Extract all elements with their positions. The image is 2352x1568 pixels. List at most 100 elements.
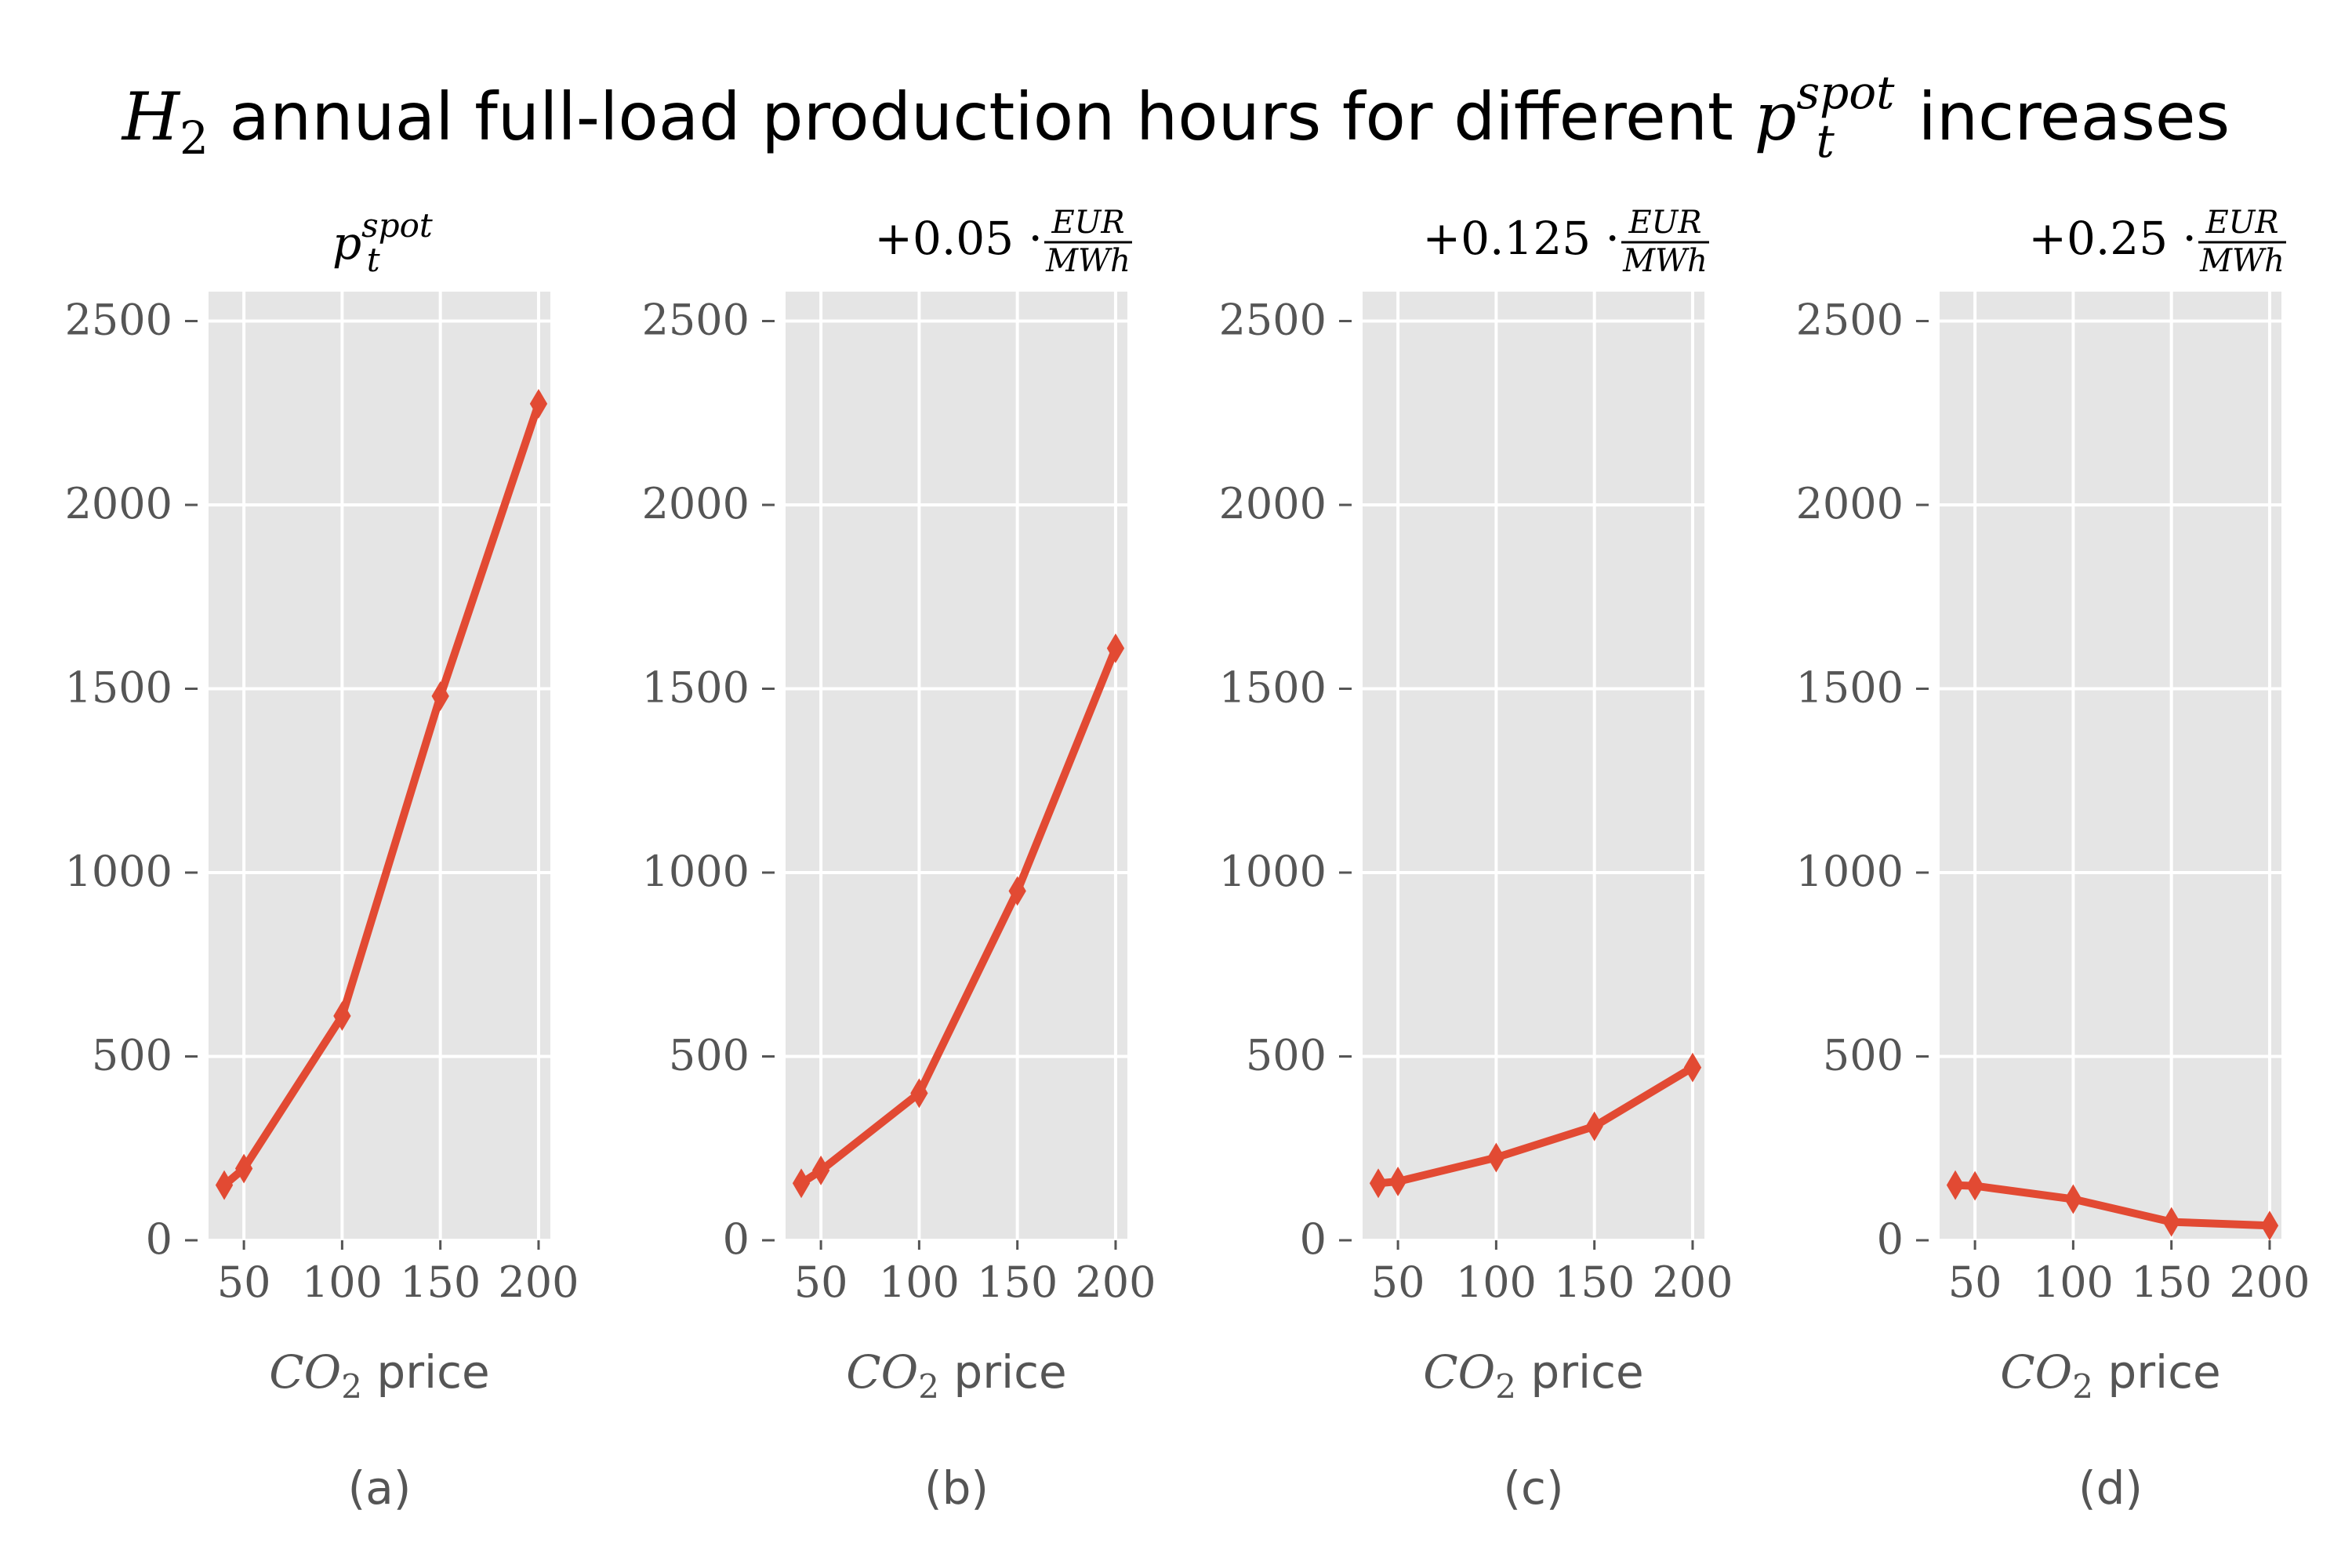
panel-title-sup: spot [361, 206, 433, 245]
panel-title-denominator: MWh [1045, 243, 1131, 279]
panel-title-denominator: MWh [2199, 243, 2285, 279]
panel-title-var: p [332, 216, 361, 270]
panel-title: pspot t [332, 206, 433, 279]
x-tick-label: 200 [1075, 1258, 1156, 1307]
data-point [1388, 1166, 1407, 1196]
y-tick-label: 2000 [642, 479, 750, 528]
data-point [1369, 1168, 1388, 1199]
x-axis-label-sub: 2 [2072, 1367, 2093, 1406]
data-point [792, 1168, 811, 1199]
y-tick-label: 1000 [1796, 847, 1904, 896]
y-tick-label: 2000 [1796, 479, 1904, 528]
y-tick-label: 500 [92, 1031, 172, 1080]
title-p-sup: spot [1796, 66, 1895, 119]
title-h-sub: 2 [180, 111, 209, 165]
x-axis-label-text: price [362, 1345, 490, 1399]
x-tick-label: 50 [794, 1258, 848, 1307]
data-point [1008, 876, 1026, 906]
y-tick-label: 500 [1823, 1031, 1904, 1080]
title-suffix-text: increases [1897, 78, 2230, 155]
panel-title-numerator: EUR [1628, 205, 1701, 241]
x-axis-label-sub: 2 [1495, 1367, 1516, 1406]
y-tick-label: 1000 [65, 847, 172, 896]
data-point [2064, 1184, 2082, 1214]
plot-area [1940, 292, 2281, 1240]
x-axis-label-text: price [939, 1345, 1067, 1399]
panel-title-denominator: MWh [1622, 243, 1708, 279]
panel-title-numerator: EUR [1051, 205, 1124, 241]
data-point [1106, 633, 1125, 663]
y-tick-label: 500 [669, 1031, 750, 1080]
panel-title-numerator: EUR [2205, 205, 2278, 241]
x-axis-label: CO2 price [269, 1345, 489, 1406]
panel-label: (b) [924, 1461, 989, 1515]
data-point [431, 681, 449, 711]
x-axis-label-var: CO [269, 1345, 341, 1399]
panel-label: (a) [348, 1461, 412, 1515]
y-tick-label: 2000 [1219, 479, 1327, 528]
y-tick-label: 0 [1877, 1214, 1904, 1264]
data-point [234, 1153, 253, 1184]
data-point [2260, 1210, 2279, 1241]
title-p-var: p [1755, 78, 1797, 155]
y-tick-label: 0 [1300, 1214, 1327, 1264]
x-axis-label: CO2 price [846, 1345, 1066, 1406]
data-point [529, 389, 548, 419]
x-tick-label: 100 [1456, 1258, 1537, 1307]
x-tick-label: 50 [217, 1258, 271, 1307]
data-point [1487, 1142, 1505, 1173]
y-tick-label: 500 [1246, 1031, 1327, 1080]
y-tick-label: 1000 [642, 847, 750, 896]
x-tick-label: 50 [1371, 1258, 1425, 1307]
x-tick-label: 150 [2131, 1258, 2212, 1307]
x-tick-label: 100 [879, 1258, 960, 1307]
x-axis-label-text: price [2093, 1345, 2221, 1399]
data-point [215, 1170, 234, 1200]
y-tick-label: 2500 [1796, 296, 1904, 345]
y-tick-label: 1500 [65, 663, 172, 713]
data-point [1683, 1052, 1702, 1083]
x-axis-label-var: CO [846, 1345, 918, 1399]
x-axis-label-var: CO [2000, 1345, 2072, 1399]
panel-title-prefix: +0.25 · [2028, 212, 2197, 265]
x-tick-label: 200 [1652, 1258, 1733, 1307]
plot-area [1363, 292, 1704, 1240]
panel-title-prefix: +0.125 · [1422, 212, 1620, 265]
x-tick-label: 50 [1948, 1258, 2002, 1307]
y-tick-label: 0 [146, 1214, 172, 1264]
title-mid-text: annual full-load production hours for di… [209, 78, 1755, 155]
x-tick-label: 150 [977, 1258, 1058, 1307]
x-axis-label-var: CO [1423, 1345, 1495, 1399]
x-axis-label-text: price [1516, 1345, 1644, 1399]
data-point [1946, 1170, 1965, 1200]
x-axis-label-sub: 2 [341, 1367, 362, 1406]
y-tick-label: 2500 [65, 296, 172, 345]
x-axis-label: CO2 price [1423, 1345, 1643, 1406]
figure-title: H2 annual full-load production hours for… [121, 66, 2230, 168]
plot-area [786, 292, 1127, 1240]
y-tick-label: 2500 [642, 296, 750, 345]
y-tick-label: 0 [723, 1214, 750, 1264]
panel-label: (c) [1503, 1461, 1563, 1515]
data-point [1585, 1111, 1603, 1142]
y-tick-label: 2000 [65, 479, 172, 528]
x-tick-label: 100 [2033, 1258, 2114, 1307]
x-axis-label-sub: 2 [918, 1367, 939, 1406]
y-tick-label: 1000 [1219, 847, 1327, 896]
data-point [1965, 1171, 1984, 1201]
plot-area [209, 292, 550, 1240]
data-point [910, 1078, 928, 1109]
title-p-sub: t [1816, 114, 1835, 168]
panel-label: (d) [2078, 1461, 2143, 1515]
data-point [2162, 1207, 2180, 1237]
y-tick-label: 1500 [1796, 663, 1904, 713]
x-tick-label: 150 [1554, 1258, 1635, 1307]
panel-title-sub: t [367, 241, 380, 279]
x-tick-label: 200 [498, 1258, 579, 1307]
